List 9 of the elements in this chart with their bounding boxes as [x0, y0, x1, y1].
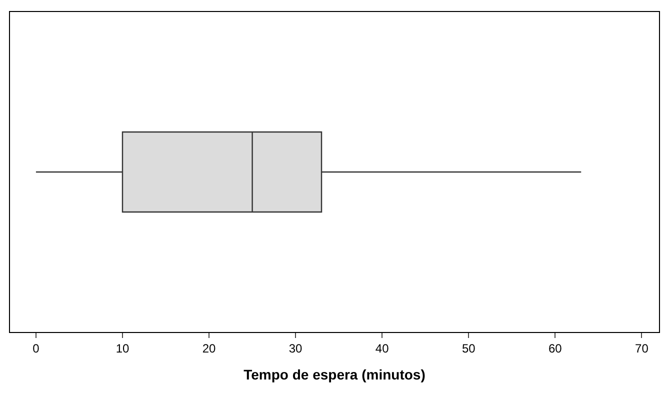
x-tick-label: 30 [288, 341, 303, 356]
x-tick-label: 50 [462, 341, 476, 356]
x-tick-label: 60 [548, 341, 562, 356]
x-tick-label: 10 [116, 341, 130, 356]
x-axis-title: Tempo de espera (minutos) [244, 366, 426, 383]
x-tick-label: 70 [635, 341, 649, 356]
x-tick-label: 20 [202, 341, 216, 356]
x-tick-label: 0 [32, 341, 40, 356]
x-tick-label: 40 [375, 341, 390, 356]
